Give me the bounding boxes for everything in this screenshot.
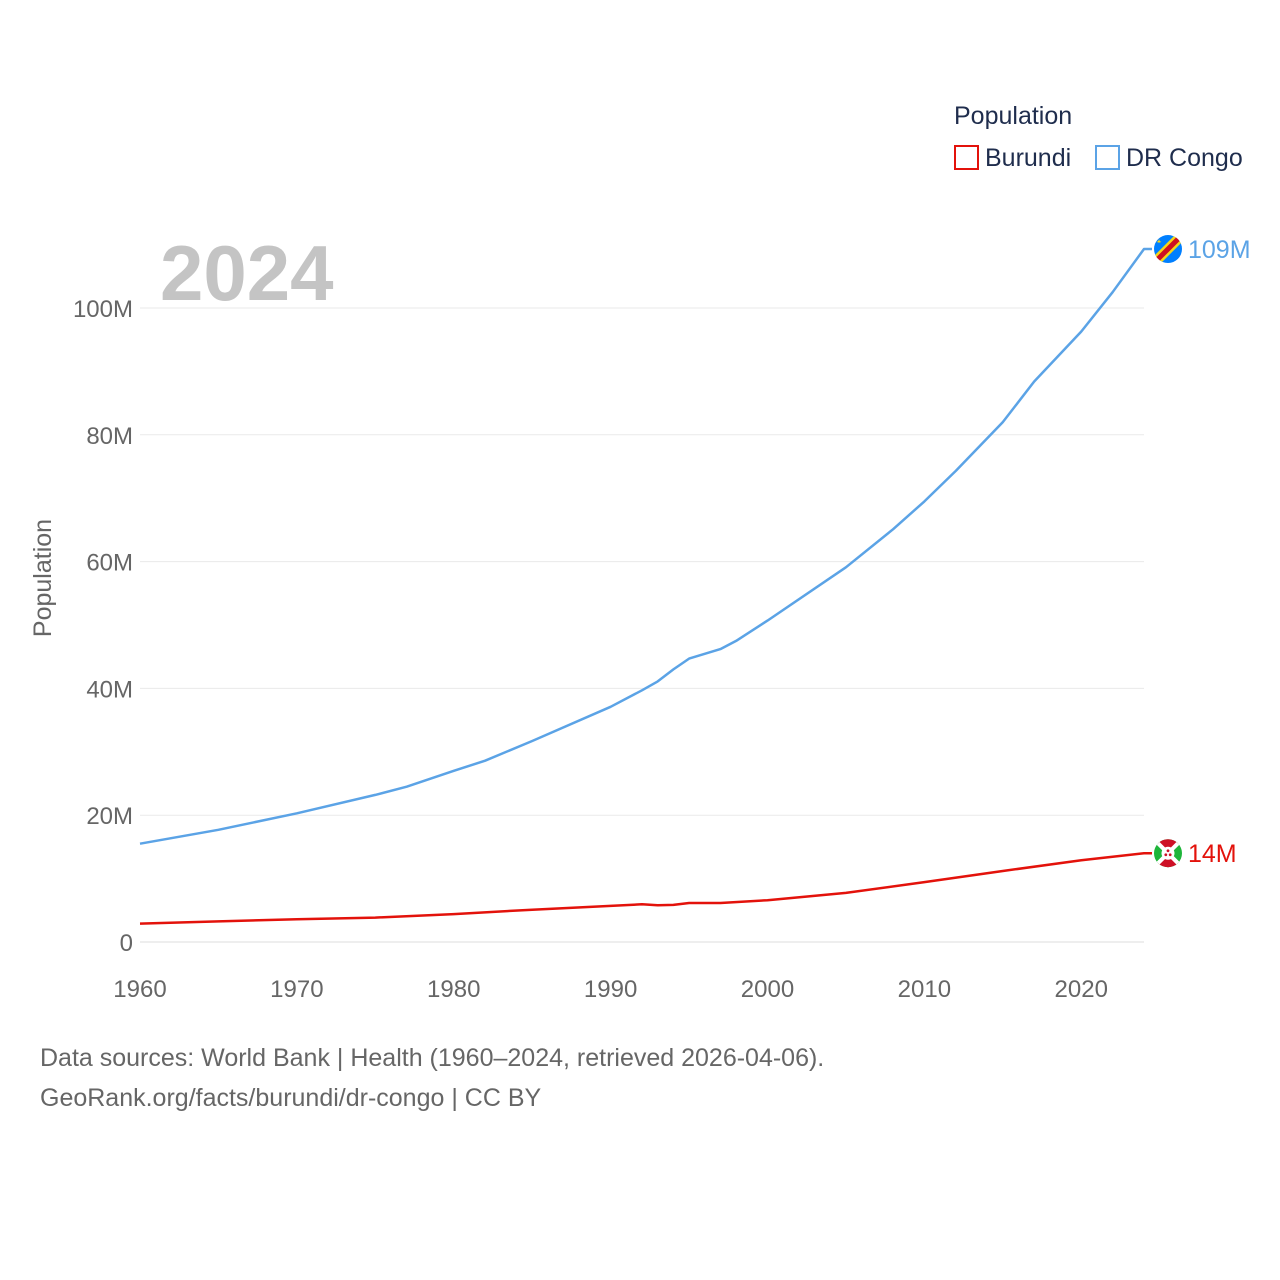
y-tick-label: 0	[120, 930, 133, 957]
dr-congo-flag-icon	[1154, 235, 1182, 264]
y-tick-label: 80M	[86, 423, 133, 450]
x-axis: 1960 1970 1980 1990 2000 2010 2020	[113, 976, 1108, 1003]
end-value-label: 14M	[1188, 840, 1237, 868]
x-tick-label: 2020	[1055, 976, 1108, 1003]
burundi-flag-icon	[1154, 839, 1182, 868]
y-tick-label: 100M	[73, 296, 133, 323]
x-tick-label: 2000	[741, 976, 794, 1003]
legend-title: Population	[954, 102, 1072, 130]
x-tick-label: 1980	[427, 976, 480, 1003]
series-line-dr-congo	[139, 247, 1152, 845]
x-tick-label: 1970	[270, 976, 323, 1003]
year-label: 2024	[160, 229, 334, 317]
series-layer: 14M 109M	[139, 235, 1251, 925]
footer-credit[interactable]: GeoRank.org/facts/burundi/dr-congo | CC …	[40, 1084, 542, 1112]
legend-label: DR Congo	[1126, 144, 1243, 172]
legend-label: Burundi	[985, 144, 1071, 172]
y-axis: 0 20M 40M 60M 80M 100M	[73, 296, 133, 957]
legend: Population Burundi DR Congo	[954, 102, 1243, 172]
series-line-burundi	[139, 851, 1152, 925]
legend-item-burundi[interactable]: Burundi	[954, 144, 1071, 172]
legend-swatch	[1095, 145, 1120, 170]
y-axis-title: Population	[29, 519, 57, 637]
x-tick-label: 1960	[113, 976, 166, 1003]
end-value-label: 109M	[1188, 236, 1251, 264]
gridlines	[140, 307, 1144, 943]
footer-sources: Data sources: World Bank | Health (1960–…	[40, 1044, 825, 1072]
y-tick-label: 40M	[86, 676, 133, 703]
x-tick-label: 2010	[898, 976, 951, 1003]
legend-item-dr-congo[interactable]: DR Congo	[1095, 144, 1243, 172]
x-tick-label: 1990	[584, 976, 637, 1003]
y-tick-label: 60M	[86, 550, 133, 577]
y-tick-label: 20M	[86, 803, 133, 830]
legend-swatch	[954, 145, 979, 170]
